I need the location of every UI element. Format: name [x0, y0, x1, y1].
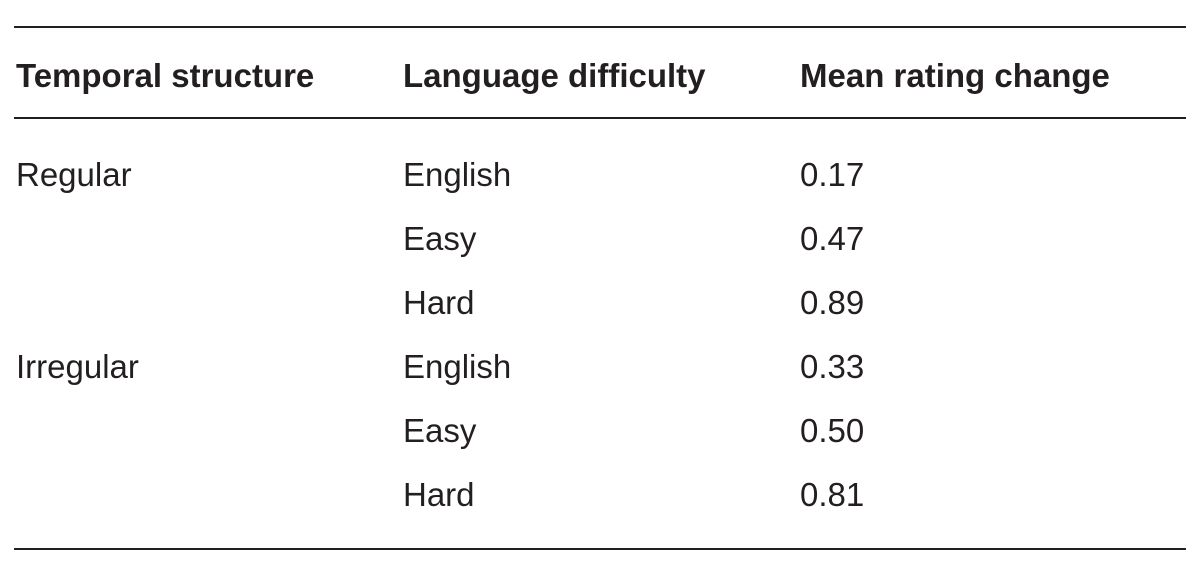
cell-difficulty: Easy [403, 412, 477, 449]
cell-difficulty: Easy [403, 220, 477, 257]
header-language-difficulty: Language difficulty [403, 57, 706, 94]
cell-mean: 0.81 [800, 476, 865, 513]
table-top-rule [14, 26, 1186, 28]
cell-mean: 0.17 [800, 156, 865, 193]
cell-mean: 0.50 [800, 412, 865, 449]
cell-mean: 0.33 [800, 348, 865, 385]
cell-mean: 0.47 [800, 220, 865, 257]
header-mean-rating-change: Mean rating change [800, 57, 1110, 94]
table-header-rule [14, 117, 1186, 119]
cell-difficulty: English [403, 348, 512, 385]
cell-structure: Regular [16, 156, 132, 193]
cell-structure: Irregular [16, 348, 139, 385]
header-temporal-structure: Temporal structure [16, 57, 315, 94]
table-bottom-rule [14, 548, 1186, 550]
cell-difficulty: Hard [403, 284, 475, 321]
cell-mean: 0.89 [800, 284, 865, 321]
cell-difficulty: Hard [403, 476, 475, 513]
cell-difficulty: English [403, 156, 512, 193]
